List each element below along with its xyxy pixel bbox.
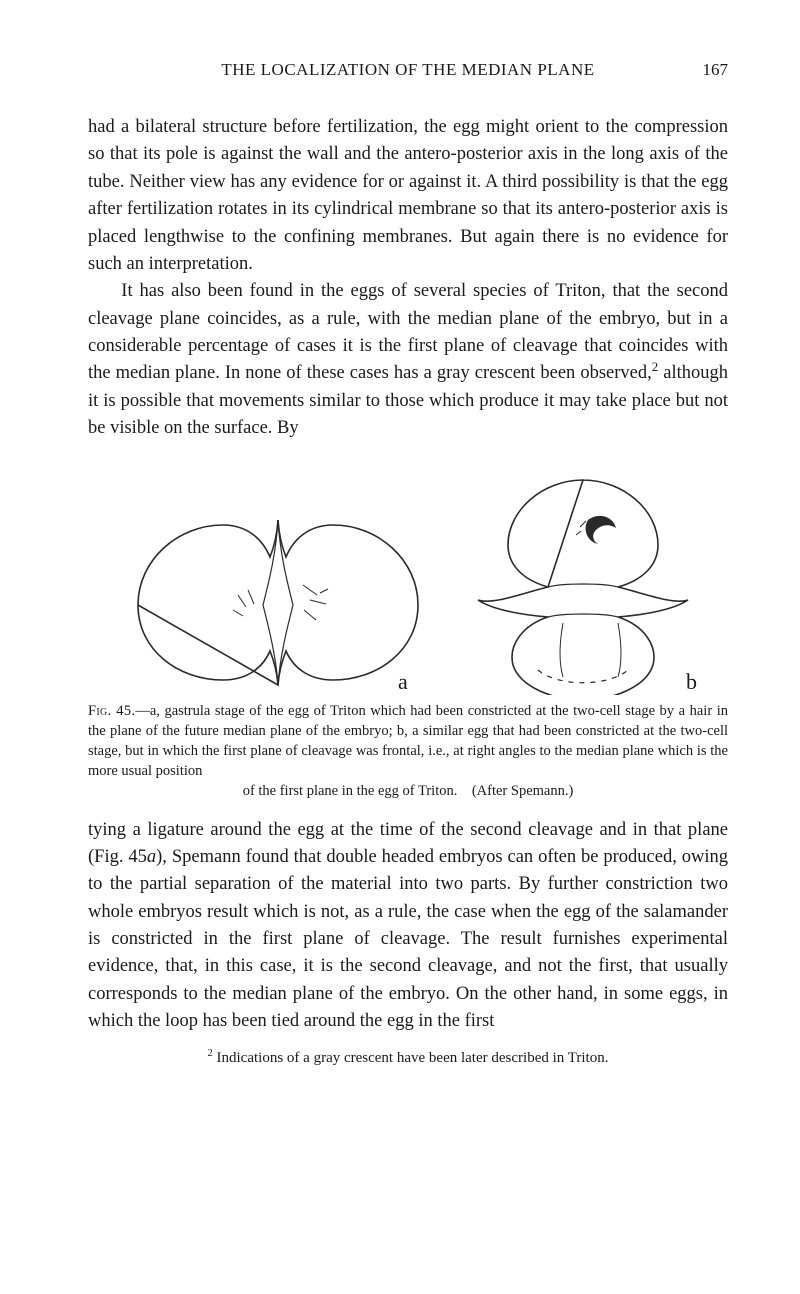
running-head: THE LOCALIZATION OF THE MEDIAN PLANE 167 [88, 60, 728, 80]
figure-45-svg: a b [98, 465, 718, 695]
footnote-2: 2 Indications of a gray crescent have be… [88, 1050, 728, 1067]
paragraph-1: had a bilateral structure before fertili… [88, 114, 728, 278]
paragraph-2-pre: It has also been found in the eggs of se… [88, 281, 728, 383]
paragraph-2: It has also been found in the eggs of se… [88, 278, 728, 442]
figure-45-caption: Fig. 45.—a, gastrula stage of the egg of… [88, 701, 728, 801]
figure-label-b: b [686, 669, 697, 694]
figure-label-a: a [398, 669, 408, 694]
caption-last-line: of the first plane in the egg of Triton.… [88, 781, 728, 801]
paragraph-3-post: ), Spemann found that double headed embr… [88, 847, 728, 1031]
footnote-text: Indications of a gray crescent have been… [213, 1050, 609, 1066]
running-title: THE LOCALIZATION OF THE MEDIAN PLANE [221, 60, 594, 80]
figure-a-group [138, 520, 418, 685]
caption-label: Fig. 45. [88, 703, 135, 719]
page-number: 167 [703, 60, 729, 80]
page: THE LOCALIZATION OF THE MEDIAN PLANE 167… [0, 0, 800, 1147]
figure-45: a b [88, 465, 728, 695]
figure-b-group [478, 480, 688, 695]
paragraph-3-ital: a [147, 847, 156, 867]
paragraph-3: tying a ligature around the egg at the t… [88, 817, 728, 1036]
caption-body: —a, gastrula stage of the egg of Triton … [88, 703, 728, 779]
